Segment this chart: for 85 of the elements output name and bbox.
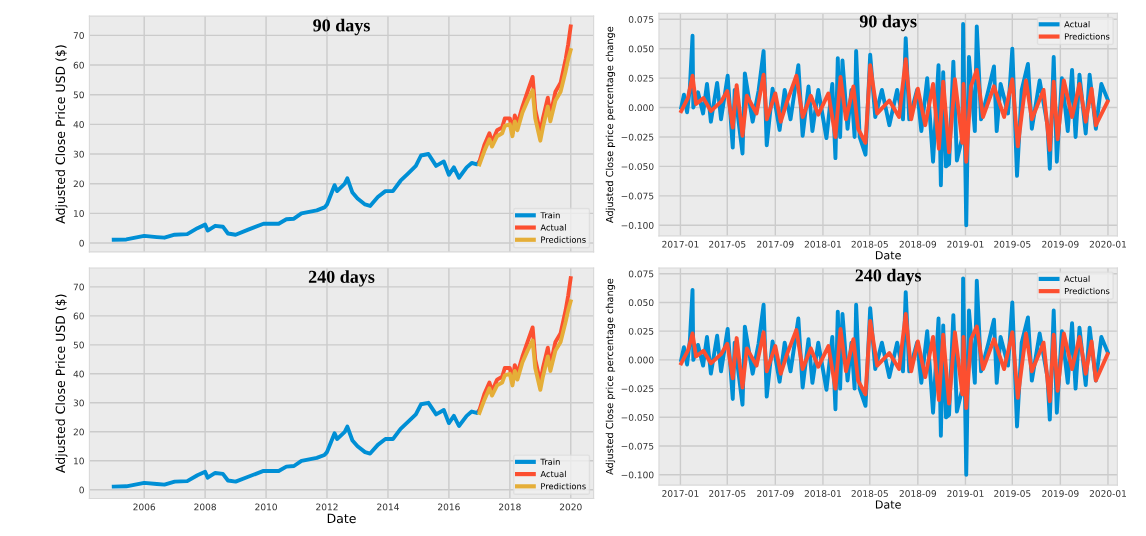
y-tick-label: −0.100	[621, 221, 654, 229]
y-tick-label: 0.050	[628, 45, 654, 53]
y-tick-label: 50	[73, 341, 84, 349]
y-tick-label: 20	[73, 180, 84, 188]
x-tick-label: 2019-05	[994, 490, 1031, 497]
y-tick-label: 0.000	[628, 356, 654, 364]
y-tick-label: 40	[73, 121, 84, 128]
legend-label: Predictions	[541, 236, 586, 243]
x-tick-label: 2018-09	[899, 240, 937, 248]
legend-label: Train	[540, 458, 560, 465]
x-tick-label: 2017-01	[662, 490, 699, 497]
legend-label: Predictions	[1064, 33, 1110, 40]
x-tick-label: 2006	[133, 503, 156, 511]
y-tick-label: −0.075	[621, 192, 654, 200]
y-tick-label: 10	[74, 210, 84, 217]
y-tick-label: 0	[79, 486, 84, 494]
x-tick-label: 2020-01	[1089, 490, 1127, 497]
y-tick-label: −0.075	[621, 442, 654, 450]
x-tick-label: 2017-05	[709, 240, 746, 248]
y-tick-label: −0.025	[621, 133, 654, 141]
y-tick-label: 40	[73, 370, 84, 378]
chart-title: 240 days	[855, 268, 922, 286]
x-tick-label: 2018-09	[899, 490, 937, 497]
legend-label: Actual	[540, 470, 566, 478]
x-tick-label: 2017-05	[709, 490, 746, 497]
x-tick-label: 2012	[316, 503, 338, 511]
x-tick-label: 2017-01	[662, 240, 699, 248]
y-tick-label: 0.025	[628, 327, 654, 335]
y-tick-label: 0.000	[628, 104, 654, 112]
y-tick-label: 30	[73, 150, 84, 158]
x-axis-title: Date	[875, 500, 901, 509]
y-tick-label: −0.050	[621, 163, 654, 170]
x-tick-label: 2017-09	[757, 240, 794, 248]
legend-label: Train	[540, 211, 560, 219]
chart-title: 90 days	[859, 14, 917, 32]
x-tick-label: 2019-01	[947, 490, 984, 497]
y-tick-label: 30	[73, 399, 84, 407]
x-tick-label: 2020	[559, 503, 582, 511]
y-tick-label: 20	[73, 428, 84, 436]
y-tick-label: 60	[73, 312, 84, 320]
line-series	[679, 57, 1110, 164]
x-tick-label: 2018-01	[804, 240, 841, 248]
y-axis-title: Adjusted Close Price USD ($)	[55, 45, 68, 224]
legend-label: Actual	[1064, 20, 1090, 28]
x-tick-label: 2019-09	[1042, 490, 1079, 497]
x-tick-label: 2019-01	[947, 240, 984, 248]
x-axis-title: Date	[327, 513, 356, 524]
x-tick-label: 2008	[194, 503, 216, 511]
y-tick-label: −0.050	[621, 414, 654, 421]
y-tick-label: −0.025	[621, 385, 654, 393]
y-axis-title: Adjusted Close price percentage change	[605, 26, 616, 223]
y-tick-label: 0.050	[628, 299, 654, 307]
chart-title: 240 days	[308, 270, 375, 287]
line-series	[477, 48, 573, 167]
x-tick-label: 2010	[255, 503, 277, 511]
x-tick-label: 2014	[377, 503, 399, 511]
legend-label: Predictions	[1064, 287, 1110, 295]
y-tick-label: 70	[73, 283, 84, 291]
x-tick-label: 2018	[499, 503, 521, 511]
y-tick-label: 10	[74, 457, 84, 465]
y-tick-label: 0.025	[628, 74, 654, 82]
x-tick-label: 2018-05	[851, 240, 888, 248]
y-tick-label: −0.100	[621, 471, 654, 479]
y-tick-label: 50	[73, 91, 84, 99]
x-tick-label: 2018-01	[804, 490, 841, 497]
y-tick-label: 0.075	[628, 16, 654, 23]
y-tick-label: 0.075	[628, 270, 654, 278]
y-tick-label: 0	[79, 239, 84, 247]
x-tick-label: 2019-09	[1042, 240, 1079, 248]
x-tick-label: 2020-01	[1089, 240, 1127, 248]
x-tick-label: 2019-05	[994, 240, 1031, 248]
y-tick-label: 70	[73, 32, 84, 39]
y-tick-label: 60	[73, 61, 84, 69]
line-series	[679, 311, 1110, 411]
line-series	[477, 299, 573, 415]
legend-label: Predictions	[541, 482, 586, 490]
x-tick-label: 2017-09	[757, 490, 794, 497]
x-axis-title: Date	[875, 251, 901, 260]
y-axis-title: Adjusted Close Price USD ($)	[55, 294, 68, 473]
legend-label: Actual	[1064, 275, 1090, 282]
x-tick-label: 2018-05	[851, 490, 888, 497]
chart-title: 90 days	[313, 18, 370, 36]
x-tick-label: 2016	[438, 503, 460, 511]
legend-label: Actual	[540, 224, 566, 231]
y-axis-title: Adjusted Close price percentage change	[605, 278, 616, 475]
